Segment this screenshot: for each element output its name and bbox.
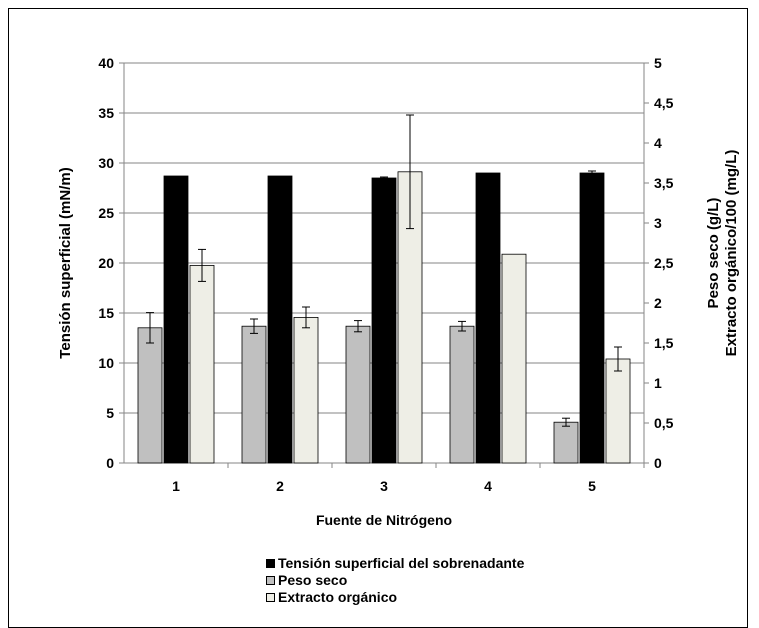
y-tick-label: 15 bbox=[98, 305, 114, 321]
legend-swatch-peso-seco bbox=[266, 576, 275, 585]
legend-item-extracto: Extracto orgánico bbox=[266, 589, 524, 606]
bar bbox=[189, 264, 215, 464]
legend-swatch-tension bbox=[266, 559, 275, 568]
y2-tick-label: 4,5 bbox=[654, 95, 674, 111]
y2-tick-label: 5 bbox=[654, 55, 662, 71]
y2-tick-label: 1,5 bbox=[654, 335, 674, 351]
bar bbox=[345, 325, 371, 464]
y2-tick-label: 3,5 bbox=[654, 175, 674, 191]
legend-item-peso-seco: Peso seco bbox=[266, 572, 524, 589]
y-tick-label: 10 bbox=[98, 355, 114, 371]
bar bbox=[501, 253, 527, 464]
bar bbox=[475, 172, 501, 464]
x-tick-label: 3 bbox=[380, 478, 388, 494]
legend-label-peso-seco: Peso seco bbox=[278, 572, 348, 588]
legend: Tensión superficial del sobrenadante Pes… bbox=[266, 555, 524, 606]
y2-tick-label: 1 bbox=[654, 375, 662, 391]
bar bbox=[137, 327, 163, 464]
legend-label-extracto: Extracto orgánico bbox=[278, 589, 398, 605]
bar bbox=[293, 316, 319, 464]
legend-label-tension: Tensión superficial del sobrenadante bbox=[278, 555, 525, 571]
y2-tick-label: 0,5 bbox=[654, 415, 674, 431]
y2-tick-label: 0 bbox=[654, 455, 662, 471]
x-axis-title: Fuente de Nitrógeno bbox=[316, 512, 452, 528]
x-tick-label: 2 bbox=[276, 478, 284, 494]
x-tick-label: 5 bbox=[588, 478, 596, 494]
y-tick-label: 35 bbox=[98, 105, 114, 121]
y2-axis-title-line2: Extracto orgánico/100 (mg/L) bbox=[723, 150, 740, 357]
y-axis-title: Tensión superficial (mN/m) bbox=[57, 167, 74, 358]
y-tick-label: 25 bbox=[98, 205, 114, 221]
x-tick-label: 4 bbox=[484, 478, 492, 494]
bar bbox=[267, 175, 293, 464]
bar bbox=[449, 325, 475, 464]
y2-tick-label: 2 bbox=[654, 295, 662, 311]
y-tick-label: 20 bbox=[98, 255, 114, 271]
y2-tick-label: 3 bbox=[654, 215, 662, 231]
legend-swatch-extracto bbox=[266, 593, 275, 602]
bar bbox=[605, 358, 631, 464]
y-tick-label: 40 bbox=[98, 55, 114, 71]
y-tick-label: 5 bbox=[106, 405, 114, 421]
y2-tick-label: 4 bbox=[654, 135, 662, 151]
bar bbox=[163, 175, 189, 464]
y-tick-label: 30 bbox=[98, 155, 114, 171]
bar bbox=[241, 325, 267, 464]
bar bbox=[371, 177, 397, 464]
legend-item-tension: Tensión superficial del sobrenadante bbox=[266, 555, 524, 572]
y2-axis-title-line1: Peso seco (g/L) bbox=[705, 198, 722, 309]
y-tick-label: 0 bbox=[106, 455, 114, 471]
bar bbox=[553, 421, 579, 464]
y2-tick-label: 2,5 bbox=[654, 255, 674, 271]
x-tick-label: 1 bbox=[172, 478, 180, 494]
bar bbox=[579, 172, 605, 464]
